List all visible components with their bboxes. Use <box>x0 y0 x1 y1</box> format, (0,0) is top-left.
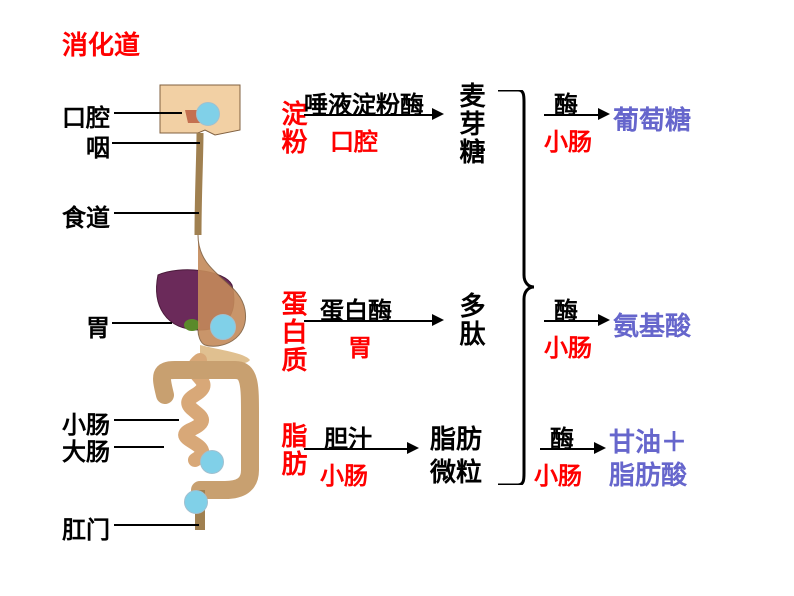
bracket-icon <box>496 90 536 485</box>
protein-start: 蛋白质 <box>274 290 311 374</box>
enzyme-label: 酶 <box>550 419 574 454</box>
location-label: 小肠 <box>544 122 592 157</box>
arrow-head-icon <box>432 314 444 326</box>
digestive-system-diagram <box>150 75 270 565</box>
location-label: 小肠 <box>320 456 368 491</box>
leader-line <box>114 419 179 421</box>
fatty-acid-label: 脂肪酸 <box>609 455 687 492</box>
fat-particle-label: 微粒 <box>430 452 482 489</box>
arrow-head-icon <box>594 442 606 454</box>
polypeptide-label: 多肽 <box>452 292 489 348</box>
organ-marker <box>196 102 220 126</box>
arrow-head-icon <box>407 442 419 454</box>
maltose-label: 麦芽糖 <box>452 82 489 166</box>
arrow-head-icon <box>598 314 610 326</box>
leader-line <box>114 212 199 214</box>
fat-particle-label: 脂肪 <box>430 419 482 456</box>
fat-start: 脂肪 <box>274 422 311 478</box>
glycerol-label: 甘油＋ <box>609 422 687 459</box>
organ-label-large-intestine: 大肠 <box>62 432 110 467</box>
organ-label-esophagus: 食道 <box>62 198 110 233</box>
page-title: 消化道 <box>62 25 140 62</box>
arrow-head-icon <box>432 108 444 120</box>
enzyme-label: 唾液淀粉酶 <box>304 85 424 120</box>
leader-line <box>114 112 182 114</box>
organ-marker <box>200 450 224 474</box>
organ-label-pharynx: 咽 <box>86 128 110 163</box>
enzyme-label: 酶 <box>554 291 578 326</box>
location-label: 小肠 <box>544 328 592 363</box>
leader-line <box>112 142 200 144</box>
leader-line <box>114 524 199 526</box>
organ-marker <box>184 490 208 514</box>
bile-label: 胆汁 <box>324 419 372 454</box>
location-label: 口腔 <box>330 122 378 157</box>
amino-acid-label: 氨基酸 <box>613 306 691 343</box>
enzyme-label: 酶 <box>554 85 578 120</box>
enzyme-label: 蛋白酶 <box>320 291 392 326</box>
leader-line <box>114 446 164 448</box>
glucose-label: 葡萄糖 <box>613 100 691 137</box>
organ-marker <box>210 314 236 340</box>
location-label: 胃 <box>348 328 372 363</box>
leader-line <box>112 322 172 324</box>
location-label: 小肠 <box>534 456 582 491</box>
organ-label-stomach: 胃 <box>86 308 110 343</box>
arrow-head-icon <box>598 108 610 120</box>
organ-label-anus: 肛门 <box>62 510 110 545</box>
